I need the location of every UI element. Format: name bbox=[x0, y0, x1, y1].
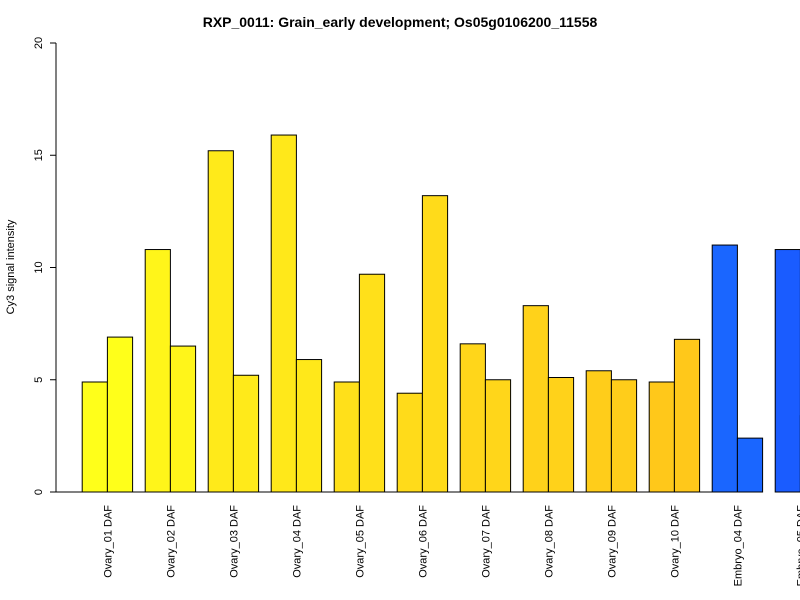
y-tick-label: 20 bbox=[33, 37, 45, 49]
bar bbox=[484, 379, 512, 493]
bar bbox=[459, 343, 486, 493]
chart-title: RXP_0011: Grain_early development; Os05g… bbox=[203, 14, 598, 30]
bar bbox=[295, 359, 323, 493]
y-axis: 0 5 10 15 20 bbox=[33, 37, 57, 495]
bar bbox=[333, 381, 360, 493]
category-label: Ovary_09 DAF bbox=[606, 505, 618, 578]
bars bbox=[81, 134, 800, 493]
category-label: Ovary_01 DAF bbox=[102, 505, 114, 578]
category-label: Ovary_08 DAF bbox=[543, 505, 555, 578]
bar bbox=[144, 249, 171, 493]
bar bbox=[169, 345, 197, 493]
bar bbox=[358, 273, 386, 493]
category-labels: Ovary_01 DAF Ovary_02 DAF Ovary_03 DAF Ovar… bbox=[102, 505, 800, 587]
bar bbox=[232, 374, 260, 493]
y-tick-label: 5 bbox=[33, 377, 45, 383]
bar bbox=[736, 437, 764, 493]
bar bbox=[396, 392, 423, 493]
bar bbox=[81, 381, 108, 493]
category-label: Ovary_10 DAF bbox=[669, 505, 681, 578]
y-tick-label: 15 bbox=[33, 149, 45, 161]
bar bbox=[547, 377, 575, 493]
category-label: Ovary_02 DAF bbox=[165, 505, 177, 578]
category-label: Ovary_03 DAF bbox=[228, 505, 240, 578]
bar bbox=[585, 370, 612, 493]
bar bbox=[522, 305, 549, 493]
bar bbox=[673, 338, 701, 493]
bar bbox=[648, 381, 675, 493]
bar bbox=[270, 134, 297, 493]
bar bbox=[207, 150, 234, 493]
bar bbox=[610, 379, 638, 493]
bar bbox=[106, 336, 134, 493]
category-label: Ovary_06 DAF bbox=[417, 505, 429, 578]
category-label: Ovary_04 DAF bbox=[291, 505, 303, 578]
category-label: Embryo_04 DAF bbox=[732, 505, 744, 587]
category-label: Embryo_05 DAF bbox=[795, 505, 800, 587]
y-axis-label: Cy3 signal intensity bbox=[5, 219, 17, 314]
y-tick-label: 10 bbox=[33, 261, 45, 273]
y-tick-label: 0 bbox=[33, 489, 45, 495]
bar bbox=[711, 244, 738, 493]
category-label: Ovary_07 DAF bbox=[480, 505, 492, 578]
bar bbox=[421, 195, 449, 493]
bar bbox=[774, 249, 800, 493]
category-label: Ovary_05 DAF bbox=[354, 505, 366, 578]
